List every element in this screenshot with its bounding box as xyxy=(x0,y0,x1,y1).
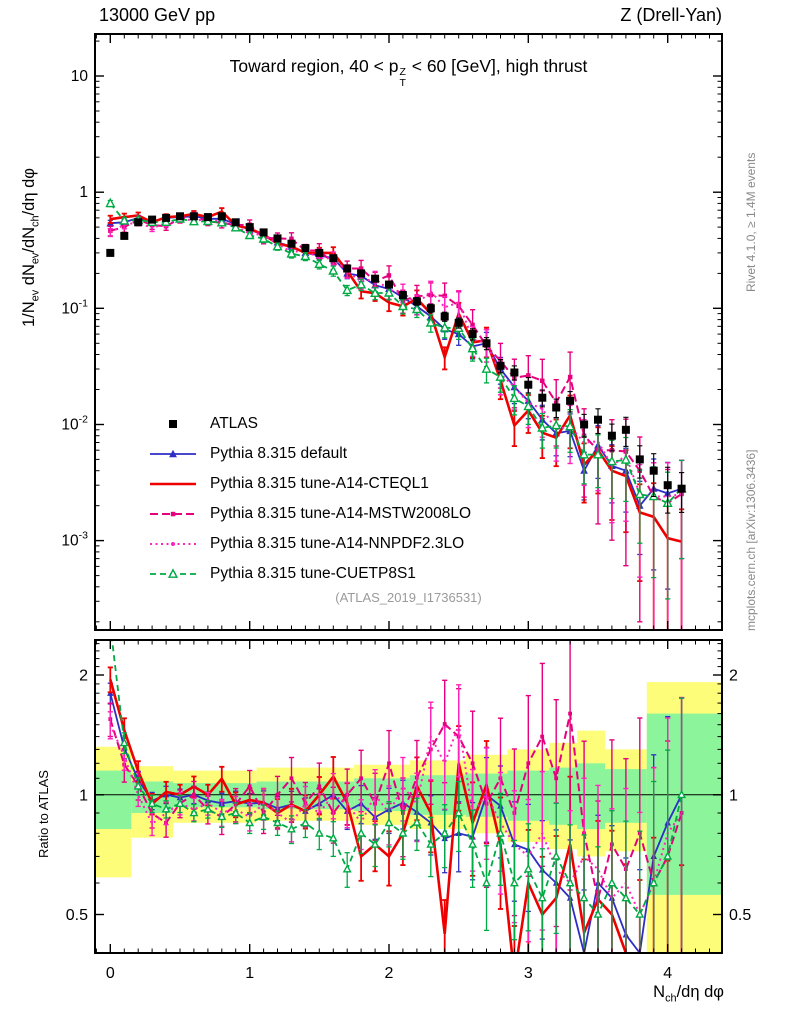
ratio-panel-frame xyxy=(94,639,723,954)
svg-text:2: 2 xyxy=(79,668,88,685)
ratio-series xyxy=(107,640,687,953)
legend-label: Pythia 8.315 tune-CUETP8S1 xyxy=(210,565,416,582)
x-axis-label: Nch/dη dφ xyxy=(653,983,724,1005)
svg-text:10-2: 10-2 xyxy=(61,414,88,434)
legend-label: Pythia 8.315 tune-A14-NNPDF2.3LO xyxy=(210,535,465,552)
svg-text:1: 1 xyxy=(79,787,88,804)
legend-item: Pythia 8.315 tune-A14-MSTW2008LO xyxy=(148,499,471,529)
legend-item: Pythia 8.315 default xyxy=(148,439,471,469)
svg-text:0.5: 0.5 xyxy=(729,907,751,924)
svg-text:0.5: 0.5 xyxy=(66,907,88,924)
series-ATLAS xyxy=(106,212,686,514)
legend-sample-icon xyxy=(150,482,196,486)
legend-sample-icon xyxy=(150,542,196,546)
ratio-y-axis-label: Ratio to ATLAS xyxy=(36,770,51,858)
legend-item: Pythia 8.315 tune-CUETP8S1 xyxy=(148,559,471,589)
svg-text:1: 1 xyxy=(79,184,88,201)
svg-text:2: 2 xyxy=(385,965,394,982)
legend-sample-icon xyxy=(150,568,196,578)
legend-item: ATLAS xyxy=(148,409,471,439)
legend-sample-icon xyxy=(150,449,196,458)
beam-energy-label: 13000 GeV pp xyxy=(99,5,216,25)
svg-text:2: 2 xyxy=(729,668,738,685)
svg-text:0: 0 xyxy=(106,965,115,982)
legend-label: Pythia 8.315 tune-A14-CTEQL1 xyxy=(210,475,429,492)
main-series xyxy=(105,197,687,630)
legend: ATLAS Pythia 8.315 default Pythia 8.315 tu… xyxy=(148,409,471,589)
series-Pythia 8.315 tune-CUETP8S1 xyxy=(111,640,687,953)
main-panel-frame xyxy=(94,33,723,631)
svg-text:10-1: 10-1 xyxy=(61,297,88,317)
legend-sample-icon xyxy=(169,420,177,428)
legend-label: Pythia 8.315 tune-A14-MSTW2008LO xyxy=(210,505,472,522)
analysis-id-watermark: (ATLAS_2019_I1736531) xyxy=(335,590,482,605)
rivet-version-label: Rivet 4.1.0, ≥ 1.4M events xyxy=(744,152,758,292)
legend-label: Pythia 8.315 default xyxy=(210,445,348,462)
legend-item: Pythia 8.315 tune-A14-CTEQL1 xyxy=(148,469,471,499)
legend-label: ATLAS xyxy=(210,415,258,432)
svg-text:4: 4 xyxy=(663,965,672,982)
mcplots-reference-label: mcplots.cern.ch [arXiv:1306.3436] xyxy=(744,449,758,631)
svg-text:1: 1 xyxy=(729,787,738,804)
legend-sample-icon xyxy=(150,511,196,517)
svg-text:10-3: 10-3 xyxy=(61,530,88,550)
legend-item: Pythia 8.315 tune-A14-NNPDF2.3LO xyxy=(148,529,471,559)
axis-tick-labels: 10-3 10-2 10-1 1 10 0.5 0.5 1 1 2 2 0 1 2 3 4 xyxy=(61,68,751,982)
y-axis-label: 1/Nev dNev/dNch/dη dφ xyxy=(20,168,42,327)
svg-text:3: 3 xyxy=(524,965,533,982)
svg-text:1: 1 xyxy=(245,965,254,982)
process-label: Z (Drell-Yan) xyxy=(620,5,722,25)
svg-text:10: 10 xyxy=(71,68,89,85)
